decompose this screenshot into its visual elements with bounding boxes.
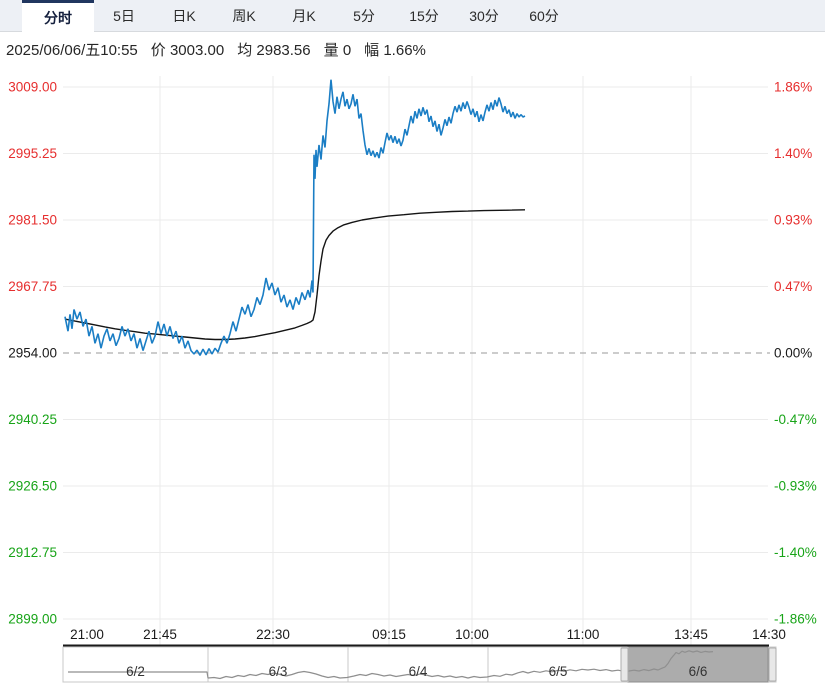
- y-axis-percent-label: -1.40%: [774, 545, 817, 560]
- navigator-mini-line: [68, 650, 714, 680]
- navigator-left-handle[interactable]: [620, 647, 629, 682]
- y-axis-price-label: 2912.75: [8, 545, 57, 560]
- y-axis-percent-label: 1.40%: [774, 146, 812, 161]
- x-axis-time-label: 11:00: [567, 627, 600, 642]
- y-axis-price-label: 3009.00: [8, 80, 57, 95]
- x-axis-time-label: 10:00: [455, 627, 489, 642]
- x-axis-time-label: 14:30: [752, 627, 786, 642]
- navigator-date-label: 6/4: [409, 664, 428, 679]
- quote-volume: 量 0: [323, 41, 352, 59]
- x-axis-time-label: 13:45: [674, 627, 708, 642]
- navigator-date-label: 6/3: [269, 664, 288, 679]
- quote-info-bar: 2025/06/06/五10:55 价 3003.00 均 2983.56 量 …: [0, 33, 825, 65]
- y-axis-price-label: 2899.00: [8, 612, 57, 627]
- y-axis-percent-label: 0.47%: [774, 279, 812, 294]
- tab-daily-k[interactable]: 日K: [172, 8, 196, 24]
- y-axis-price-label: 2967.75: [8, 279, 57, 294]
- y-axis-price-label: 2940.25: [8, 412, 57, 427]
- tab-weekly-k[interactable]: 周K: [232, 8, 256, 24]
- navigator-date-label: 6/6: [689, 664, 708, 679]
- x-axis-time-label: 22:30: [256, 627, 290, 642]
- quote-price: 价 3003.00: [150, 41, 225, 59]
- quote-datetime: 2025/06/06/五10:55: [6, 41, 138, 59]
- y-axis-price-label: 2995.25: [8, 146, 57, 161]
- navigator-date-label: 6/5: [549, 664, 568, 679]
- tab-5day[interactable]: 5日: [113, 8, 135, 24]
- y-axis-percent-label: 0.93%: [774, 213, 812, 228]
- quote-change: 幅 1.66%: [364, 41, 426, 59]
- y-axis-percent-label: 1.86%: [774, 80, 812, 95]
- y-axis-percent-label: -0.93%: [774, 479, 817, 494]
- y-axis-percent-label: 0.00%: [774, 346, 812, 361]
- tab-15min[interactable]: 15分: [409, 8, 439, 24]
- tab-intraday[interactable]: 分时: [22, 0, 94, 33]
- tab-5min[interactable]: 5分: [353, 8, 375, 24]
- x-axis-time-label: 21:00: [70, 627, 104, 642]
- tab-30min[interactable]: 30分: [469, 8, 499, 24]
- y-axis-percent-label: -0.47%: [774, 412, 817, 427]
- navigator-date-label: 6/2: [126, 664, 145, 679]
- period-tab-bar: 分时 5日 日K 周K 月K 5分 15分 30分 60分: [0, 0, 825, 33]
- x-axis-time-label: 09:15: [372, 627, 406, 642]
- navigator-right-handle[interactable]: [768, 647, 777, 682]
- x-axis-time-label: 21:45: [143, 627, 177, 642]
- price-line: [64, 79, 526, 356]
- y-axis-percent-label: -1.86%: [774, 612, 817, 627]
- tab-60min[interactable]: 60分: [529, 8, 559, 24]
- y-axis-price-label: 2926.50: [8, 479, 57, 494]
- chart-plot-area[interactable]: [63, 76, 768, 645]
- tab-monthly-k[interactable]: 月K: [292, 8, 316, 24]
- y-axis-price-label: 2981.50: [8, 213, 57, 228]
- quote-average: 均 2983.56: [237, 41, 311, 59]
- y-axis-price-label: 2954.00: [8, 346, 57, 361]
